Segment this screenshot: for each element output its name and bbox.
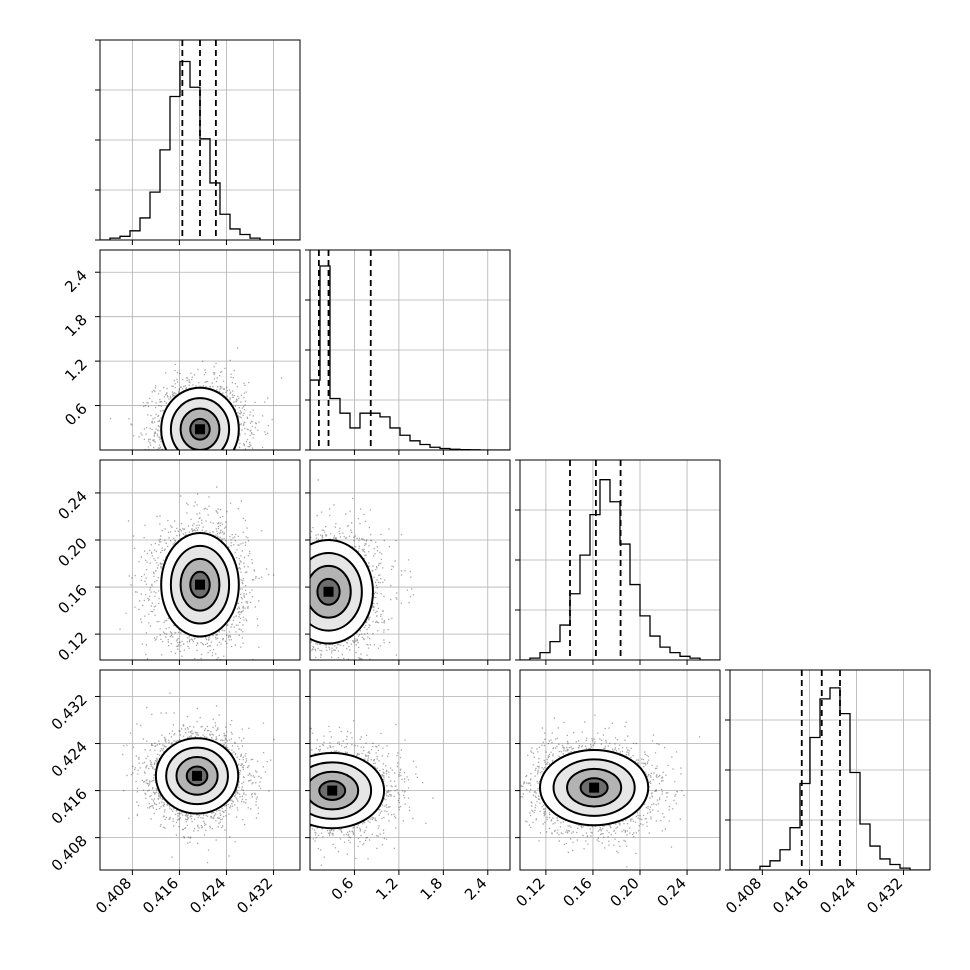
- x-tick-label: 0.424: [816, 874, 859, 917]
- histogram-step: [310, 265, 510, 450]
- contour-line: [579, 777, 609, 799]
- scatter-panel: 0.12 0.16 0.20 0.24: [512, 669, 721, 910]
- density-peak: [323, 586, 334, 597]
- contour-line: [310, 551, 363, 632]
- panel-frame: [309, 459, 511, 661]
- y-tick-label: 2.4: [61, 266, 91, 296]
- y-tick-label: 1.2: [61, 355, 91, 385]
- x-tick-label: 0.432: [233, 874, 276, 917]
- scatter-panel: 0.12 0.16 0.20 0.24: [54, 459, 301, 665]
- contour-line: [552, 758, 636, 817]
- density-peak: [192, 770, 203, 781]
- x-tick-label: 0.24: [654, 874, 690, 910]
- histogram-panel: 0.408 0.416 0.424 0.432: [722, 669, 931, 917]
- contour-line: [185, 765, 209, 787]
- x-tick-label: 0.12: [512, 874, 548, 910]
- contour-line: [310, 539, 374, 645]
- scatter-points: [310, 720, 434, 866]
- contour-line: [169, 544, 231, 625]
- panel-frame: [99, 249, 301, 451]
- scatter-panel: 0.6 1.2 1.8 2.4: [61, 249, 301, 455]
- contour-line: [169, 397, 231, 450]
- x-tick-label: 0.20: [606, 874, 642, 910]
- y-tick-label: 0.424: [48, 738, 91, 781]
- x-tick-label: 1.2: [372, 874, 402, 904]
- contour-line: [316, 577, 341, 606]
- y-tick-label: 0.16: [54, 581, 90, 617]
- x-tick-label: 0.432: [863, 874, 906, 917]
- panel-frame: [309, 669, 511, 871]
- x-tick-label: 0.416: [769, 874, 812, 917]
- scatter-panel: 0.6 1.2 1.8 2.4: [305, 669, 511, 904]
- contour-line: [160, 531, 240, 638]
- y-tick-label: 0.416: [48, 785, 91, 828]
- y-tick-label: 1.8: [61, 311, 91, 341]
- contour-line: [189, 570, 211, 599]
- histogram-panel: [305, 249, 511, 455]
- contour-line: [179, 557, 221, 612]
- contour-line: [175, 756, 219, 796]
- density-peak: [195, 579, 205, 590]
- y-tick-label: 0.432: [48, 691, 91, 734]
- scatter-points: [520, 714, 701, 868]
- contour-line: [318, 780, 347, 802]
- density-peak: [195, 424, 205, 435]
- contour-line: [154, 737, 240, 815]
- density-peak: [327, 785, 338, 796]
- density-peak: [589, 782, 600, 793]
- histogram-step: [730, 687, 930, 870]
- contour-line: [566, 767, 623, 808]
- histogram-step: [100, 60, 300, 240]
- x-tick-label: 0.424: [186, 874, 229, 917]
- x-tick-label: 0.416: [139, 874, 182, 917]
- panel-frame: [99, 459, 301, 661]
- y-tick-label: 0.6: [61, 400, 91, 430]
- y-tick-label: 0.20: [54, 534, 90, 570]
- x-tick-label: 1.8: [417, 874, 447, 904]
- y-tick-label: 0.24: [54, 487, 90, 523]
- contour-line: [310, 770, 360, 811]
- contour-line: [310, 761, 373, 820]
- x-tick-label: 0.6: [328, 874, 358, 904]
- contour-line: [539, 749, 650, 827]
- contour-line: [310, 751, 386, 830]
- contour-line: [165, 746, 229, 806]
- panel-frame: [519, 669, 721, 871]
- panel-frame: [99, 669, 301, 871]
- x-tick-label: 0.408: [722, 874, 765, 917]
- x-tick-label: 2.4: [461, 874, 491, 904]
- histogram-panel: [95, 39, 301, 245]
- histogram-panel: [515, 459, 721, 665]
- y-tick-label: 0.12: [54, 628, 90, 664]
- scatter-panel: [305, 459, 511, 665]
- contour-line: [160, 386, 240, 450]
- x-tick-label: 0.16: [559, 874, 595, 910]
- contour-line: [189, 417, 211, 441]
- x-tick-label: 0.408: [92, 874, 135, 917]
- y-tick-label: 0.408: [48, 832, 91, 875]
- contour-line: [310, 564, 352, 619]
